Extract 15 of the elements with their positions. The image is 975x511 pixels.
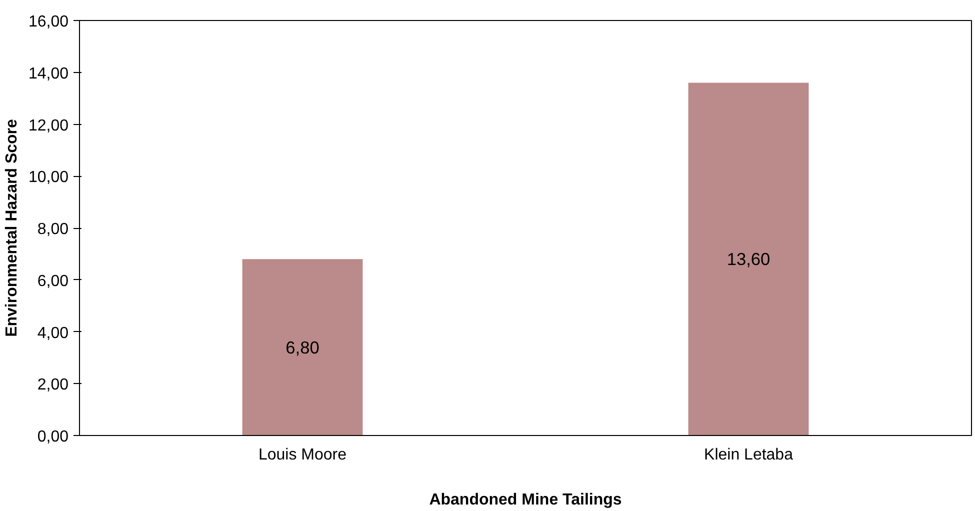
- y-tick-label: 6,00: [37, 272, 69, 290]
- y-tick-label: 12,00: [28, 117, 69, 134]
- data-label: 6,80: [286, 337, 320, 358]
- y-tick-label: 16,00: [28, 14, 69, 30]
- data-label: 13,60: [726, 249, 770, 270]
- x-tick-label: Klein Letaba: [704, 446, 794, 464]
- y-tick-label: 14,00: [28, 65, 69, 82]
- x-axis-title: Abandoned Mine Tailings: [429, 492, 622, 508]
- x-tick-label: Louis Moore: [258, 446, 347, 464]
- y-axis-title: Environmental Hazard Score: [3, 118, 20, 337]
- y-tick-label: 4,00: [37, 324, 69, 342]
- y-tick-label: 10,00: [28, 169, 69, 186]
- y-tick-label: 0,00: [37, 428, 69, 446]
- y-tick-label: 2,00: [37, 376, 69, 394]
- y-tick-label: 8,00: [37, 221, 69, 238]
